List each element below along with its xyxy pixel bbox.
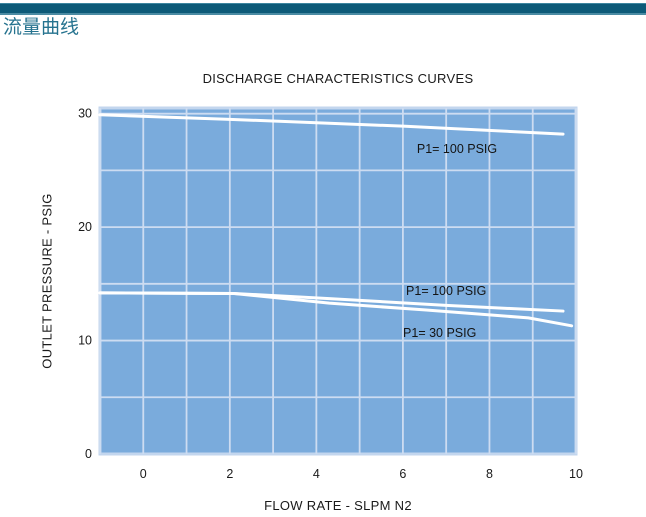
curve-label-p1-100-psig-low-range: P1= 100 PSIG [406, 284, 486, 298]
y-tick-label: 10 [78, 334, 92, 348]
x-tick-label: 0 [140, 467, 147, 481]
curve-label-p1-100-psig-high-range: P1= 100 PSIG [417, 142, 497, 156]
curve-p1-100-psig-high-range [98, 113, 565, 136]
plot-area [98, 106, 578, 456]
curve-p1-30-psig [98, 291, 574, 328]
x-tick-label: 2 [226, 467, 233, 481]
y-tick-label: 30 [78, 107, 92, 121]
y-tick-label: 0 [85, 447, 92, 461]
curve-label-p1-30-psig: P1= 30 PSIG [403, 326, 476, 340]
x-tick-label: 10 [569, 467, 583, 481]
chart-title: DISCHARGE CHARACTERISTICS CURVES [202, 71, 474, 86]
x-tick-label: 6 [399, 467, 406, 481]
x-tick-label: 8 [486, 467, 493, 481]
top-divider-bar [0, 3, 646, 15]
y-tick-label: 20 [78, 220, 92, 234]
section-title: 流量曲线 [3, 17, 80, 38]
x-tick-label: 4 [313, 467, 320, 481]
x-axis-label: FLOW RATE - SLPM N2 [264, 498, 412, 513]
